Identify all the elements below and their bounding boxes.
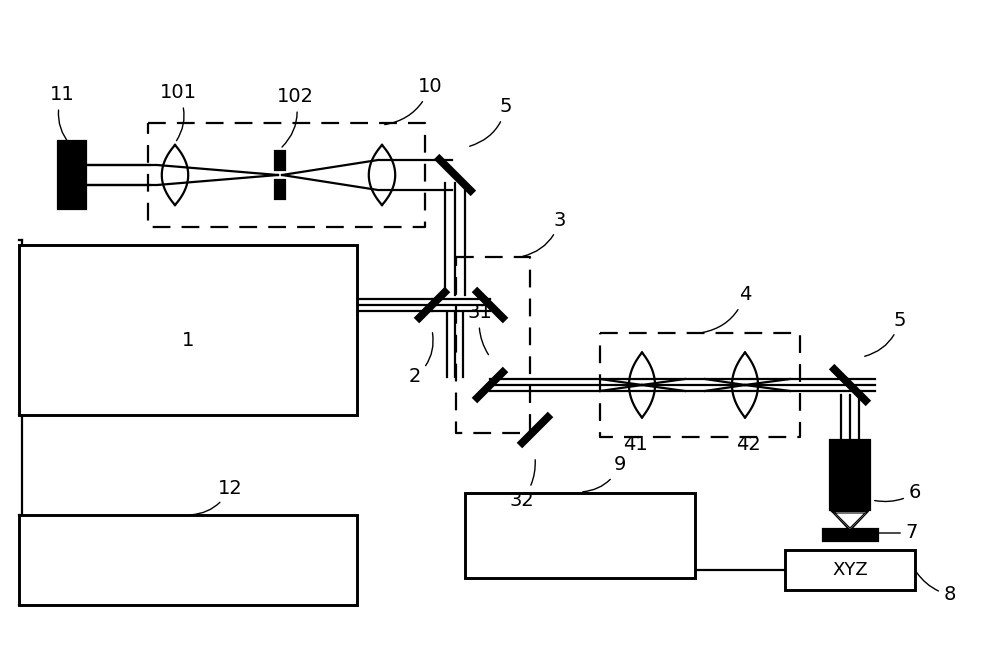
Text: 5: 5 xyxy=(470,98,512,147)
Text: 31: 31 xyxy=(468,304,492,354)
Polygon shape xyxy=(835,513,865,528)
Text: 41: 41 xyxy=(623,436,647,455)
Bar xyxy=(19,515,357,605)
Text: 12: 12 xyxy=(191,478,242,515)
Bar xyxy=(275,180,285,199)
Bar xyxy=(830,440,870,510)
Text: 10: 10 xyxy=(385,77,442,125)
Bar xyxy=(465,492,695,578)
Bar xyxy=(19,245,357,415)
Text: 9: 9 xyxy=(583,455,626,492)
Text: 2: 2 xyxy=(409,333,433,387)
Text: 5: 5 xyxy=(865,310,906,356)
Text: 11: 11 xyxy=(50,86,74,145)
Bar xyxy=(822,529,878,541)
Bar xyxy=(785,550,915,590)
Bar xyxy=(58,141,86,209)
Text: 4: 4 xyxy=(703,286,751,333)
Text: 8: 8 xyxy=(917,572,956,605)
Text: 101: 101 xyxy=(160,84,196,141)
Text: 1: 1 xyxy=(182,331,194,350)
Text: XYZ: XYZ xyxy=(832,561,868,579)
Text: 32: 32 xyxy=(510,460,535,510)
Text: 6: 6 xyxy=(875,484,921,502)
Text: 42: 42 xyxy=(736,436,760,455)
Text: 3: 3 xyxy=(523,211,566,256)
Text: 102: 102 xyxy=(276,88,314,147)
Bar xyxy=(275,151,285,170)
Text: 7: 7 xyxy=(871,523,918,543)
